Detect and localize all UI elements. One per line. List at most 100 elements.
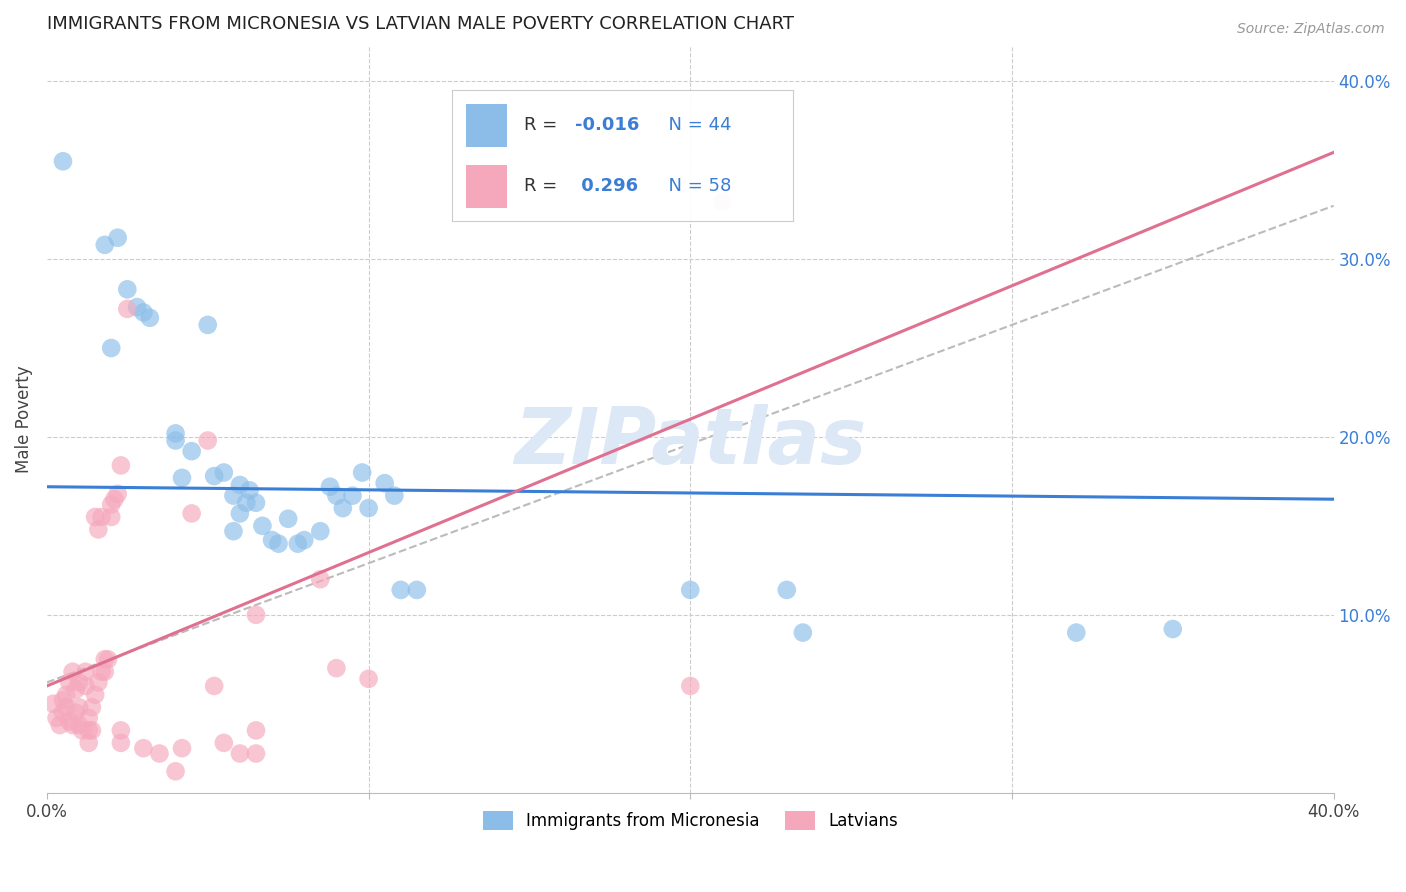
Point — [357, 501, 380, 516]
Point — [52, 154, 75, 169]
Point — [55, 688, 77, 702]
Point — [405, 582, 427, 597]
Point — [87, 675, 110, 690]
Point — [319, 480, 342, 494]
Point — [75, 665, 97, 679]
Point — [180, 507, 202, 521]
Point — [222, 489, 245, 503]
Point — [58, 675, 80, 690]
Point — [309, 524, 332, 539]
Point — [229, 507, 252, 521]
Point — [125, 300, 148, 314]
Point — [94, 665, 117, 679]
Point — [238, 483, 260, 498]
Point — [197, 318, 219, 332]
Point — [110, 736, 132, 750]
Point — [77, 736, 100, 750]
Point — [389, 582, 412, 597]
Point — [262, 533, 284, 547]
Point — [277, 512, 299, 526]
Point — [94, 652, 117, 666]
Point — [110, 458, 132, 473]
Point — [132, 741, 155, 756]
Point — [132, 305, 155, 319]
Point — [90, 510, 112, 524]
Point — [679, 582, 702, 597]
Point — [170, 741, 193, 756]
Text: Source: ZipAtlas.com: Source: ZipAtlas.com — [1237, 22, 1385, 37]
Point — [180, 444, 202, 458]
Point — [77, 711, 100, 725]
Text: ZIPatlas: ZIPatlas — [515, 403, 866, 480]
Point — [229, 747, 252, 761]
Point — [65, 682, 87, 697]
Point — [107, 487, 129, 501]
Point — [309, 572, 332, 586]
Point — [45, 711, 67, 725]
Point — [117, 301, 139, 316]
Point — [292, 533, 315, 547]
Point — [77, 723, 100, 738]
Point — [252, 519, 274, 533]
Point — [58, 714, 80, 729]
Point — [49, 718, 72, 732]
Point — [1064, 625, 1087, 640]
Point — [1161, 622, 1184, 636]
Point — [103, 492, 125, 507]
Point — [245, 607, 267, 622]
Point — [87, 523, 110, 537]
Point — [52, 693, 75, 707]
Point — [67, 718, 90, 732]
Point — [94, 238, 117, 252]
Point — [90, 665, 112, 679]
Point — [776, 582, 799, 597]
Point — [245, 496, 267, 510]
Y-axis label: Male Poverty: Male Poverty — [15, 366, 32, 473]
Point — [139, 310, 162, 325]
Point — [197, 434, 219, 448]
Point — [382, 489, 405, 503]
Point — [100, 510, 122, 524]
Point — [222, 524, 245, 539]
Point — [202, 469, 225, 483]
Point — [229, 478, 252, 492]
Point — [67, 700, 90, 714]
Point — [80, 700, 103, 714]
Point — [52, 706, 75, 720]
Point — [117, 282, 139, 296]
Point — [679, 679, 702, 693]
Point — [80, 723, 103, 738]
Point — [100, 498, 122, 512]
Point — [65, 706, 87, 720]
Point — [67, 675, 90, 690]
Point — [212, 466, 235, 480]
Point — [342, 489, 364, 503]
Point — [62, 718, 84, 732]
Point — [165, 434, 187, 448]
Point — [267, 536, 290, 550]
Point — [165, 426, 187, 441]
Point — [84, 688, 107, 702]
Point — [711, 195, 734, 210]
Point — [352, 466, 374, 480]
Point — [287, 536, 309, 550]
Point — [170, 471, 193, 485]
Point — [374, 476, 396, 491]
Point — [235, 496, 257, 510]
Text: IMMIGRANTS FROM MICRONESIA VS LATVIAN MALE POVERTY CORRELATION CHART: IMMIGRANTS FROM MICRONESIA VS LATVIAN MA… — [46, 15, 794, 33]
Point — [148, 747, 170, 761]
Point — [245, 747, 267, 761]
Point — [110, 723, 132, 738]
Point — [97, 652, 120, 666]
Point — [357, 672, 380, 686]
Point — [325, 489, 347, 503]
Point — [202, 679, 225, 693]
Point — [62, 665, 84, 679]
Point — [72, 723, 94, 738]
Point — [165, 764, 187, 779]
Point — [212, 736, 235, 750]
Point — [75, 679, 97, 693]
Point — [325, 661, 347, 675]
Point — [55, 700, 77, 714]
Point — [100, 341, 122, 355]
